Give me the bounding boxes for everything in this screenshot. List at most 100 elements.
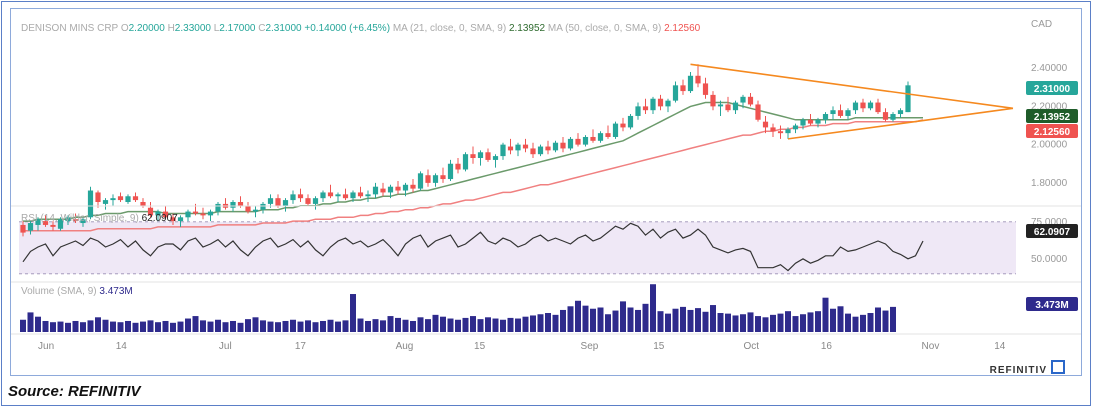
volume-bar xyxy=(867,313,874,332)
candle-body xyxy=(882,112,889,120)
legend-c-value: 2.31000 xyxy=(265,23,304,34)
volume-bar xyxy=(755,316,761,332)
volume-bar xyxy=(650,284,656,332)
x-tick-label: Nov xyxy=(922,341,940,352)
volume-bar xyxy=(140,321,146,332)
candle-body xyxy=(207,211,214,216)
volume-bar xyxy=(192,316,199,332)
candle-body xyxy=(545,146,551,151)
candle-body xyxy=(492,156,499,160)
x-tick-label: 15 xyxy=(653,341,665,352)
candle-body xyxy=(35,219,41,225)
volume-bar xyxy=(777,313,784,332)
candle-body xyxy=(125,196,131,202)
candle-body xyxy=(447,163,454,180)
legend-change: +0.14000 (+6.45%) xyxy=(304,23,392,34)
candle-body xyxy=(282,200,289,206)
volume-bar xyxy=(507,317,514,332)
volume-pane xyxy=(20,284,896,332)
candle-body xyxy=(110,198,116,201)
candle-body xyxy=(485,152,491,160)
candle-body xyxy=(80,219,86,224)
volume-bar xyxy=(425,319,431,332)
candle-body xyxy=(665,100,671,107)
candle-body xyxy=(312,198,319,204)
legend-h-value: 2.33000 xyxy=(175,23,214,34)
volume-bar xyxy=(20,319,26,332)
candle-body xyxy=(627,115,634,128)
x-tick-label: 17 xyxy=(295,341,307,352)
volume-bar xyxy=(552,314,559,332)
x-tick-label: Jul xyxy=(219,341,232,352)
candle-body xyxy=(342,194,349,199)
volume-bar xyxy=(372,319,379,332)
candle-body xyxy=(830,110,836,115)
candle-body xyxy=(477,152,484,159)
volume-bar xyxy=(740,314,746,332)
price-legend: DENISON MINS CRP O2.20000 H2.33000 L2.17… xyxy=(21,23,701,34)
candle-body xyxy=(755,104,761,120)
candle-body xyxy=(672,85,679,101)
candle-body xyxy=(537,146,544,155)
candle-body xyxy=(102,200,109,204)
rsi-pane xyxy=(19,221,1016,275)
candle-body xyxy=(515,144,521,151)
rsi-legend: RSI (14, Wilder, Simple, 9) 62.0907 xyxy=(21,213,178,224)
volume-bar xyxy=(327,319,334,332)
legend: DENISON MINS CRP O2.20000 H2.33000 L2.17… xyxy=(21,23,701,297)
volume-bar xyxy=(882,310,889,332)
candle-body xyxy=(747,96,754,105)
volume-bar xyxy=(597,307,604,332)
legend-ma50-label: MA (50, close, 0, SMA, 9) xyxy=(548,23,664,34)
candle-body xyxy=(710,94,716,107)
candle-body xyxy=(822,114,829,120)
candle-body xyxy=(905,85,911,113)
candle-body xyxy=(687,75,694,92)
price-pane xyxy=(20,63,1014,237)
candle-body xyxy=(560,142,566,149)
x-tick-label: Oct xyxy=(743,341,759,352)
volume-bar xyxy=(830,308,836,332)
volume-bar xyxy=(402,319,409,332)
volume-bar xyxy=(57,321,64,332)
rsi-line xyxy=(22,222,924,272)
volume-bar xyxy=(410,320,416,332)
candle-body xyxy=(837,110,844,116)
price-tick-label: 2.40000 xyxy=(1031,63,1068,74)
volume-bar xyxy=(27,312,34,332)
candle-body xyxy=(275,198,281,206)
candle-body xyxy=(590,136,596,141)
candle-body xyxy=(897,110,904,115)
candle-body xyxy=(372,186,379,195)
candle-body xyxy=(65,217,71,222)
candle-body xyxy=(162,211,169,218)
volume-bar xyxy=(365,320,371,332)
x-tick-label: Sep xyxy=(581,341,599,352)
volume-bar xyxy=(170,322,176,332)
volume-bar xyxy=(462,317,469,332)
volume-bar xyxy=(762,317,769,332)
candle-body xyxy=(297,194,304,199)
candle-body xyxy=(575,138,581,145)
candle-body xyxy=(192,211,199,214)
candle-body xyxy=(252,209,259,212)
volume-bar xyxy=(65,322,71,332)
legend-ma50-value: 2.12560 xyxy=(664,23,701,34)
x-tick-label: 14 xyxy=(116,341,128,352)
price-badge-bg xyxy=(1026,81,1078,95)
volume-bar xyxy=(95,317,101,332)
candle-body xyxy=(95,192,101,202)
volume-legend-label: Volume (SMA, 9) xyxy=(21,286,99,297)
candle-body xyxy=(305,198,311,204)
legend-l-value: 2.17000 xyxy=(219,23,258,34)
volume-bar xyxy=(665,313,671,332)
volume-bar xyxy=(125,320,131,332)
volume-bar xyxy=(875,307,881,332)
candle-body xyxy=(147,207,154,216)
candle-body xyxy=(500,144,506,157)
price-badge-bg xyxy=(1026,109,1078,123)
candle-body xyxy=(230,202,236,208)
volume-bar xyxy=(717,313,724,332)
volume-bar xyxy=(530,315,536,332)
volume-bar xyxy=(335,321,341,332)
